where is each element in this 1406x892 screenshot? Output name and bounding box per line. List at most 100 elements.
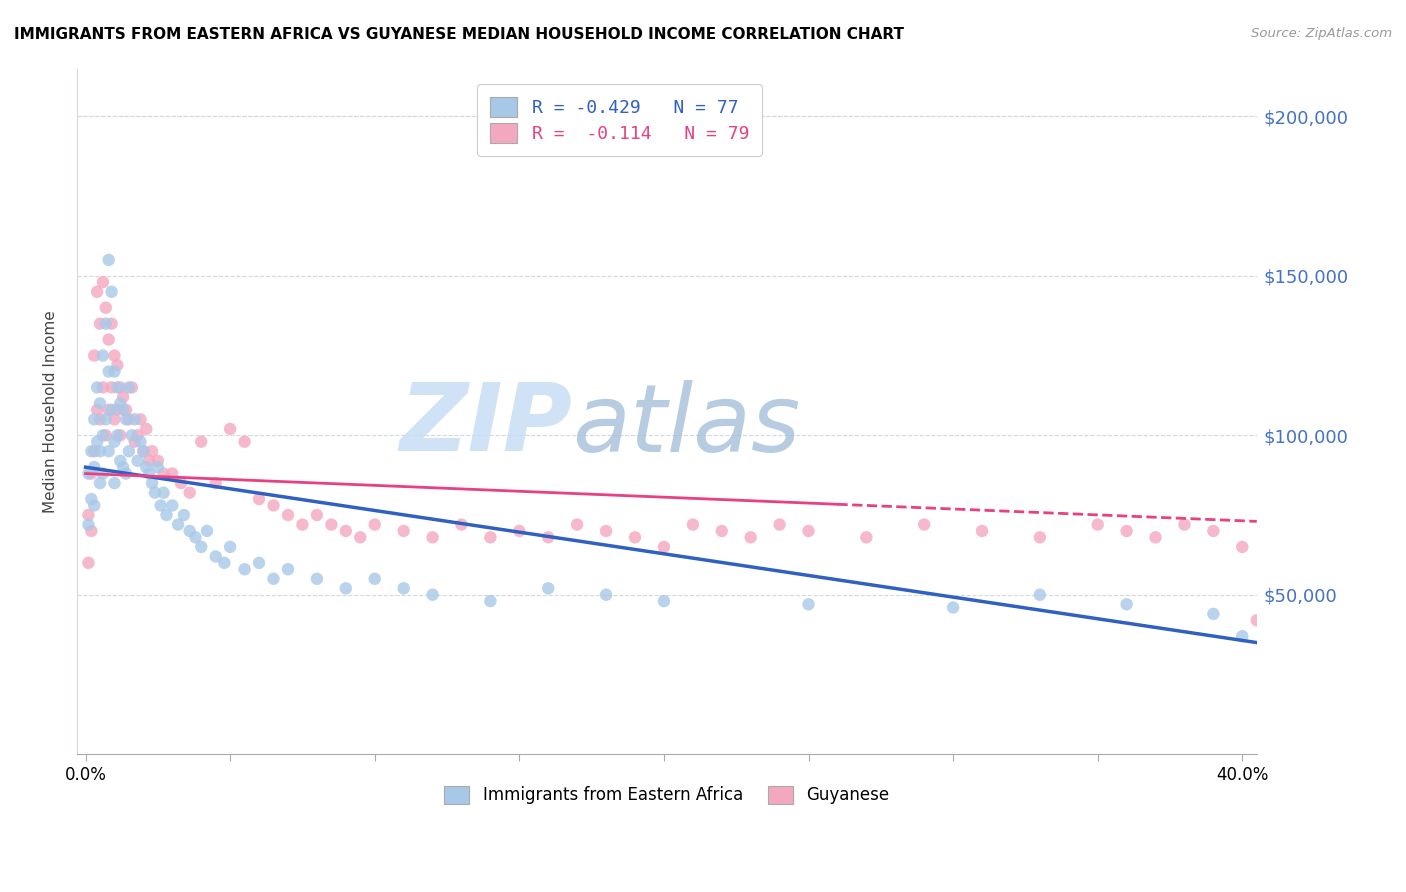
Point — [335, 524, 357, 538]
Point — [537, 582, 560, 596]
Point — [110, 428, 132, 442]
Point — [97, 402, 120, 417]
Point — [138, 467, 160, 481]
Point — [127, 454, 149, 468]
Y-axis label: Median Household Income: Median Household Income — [44, 310, 58, 513]
Point — [146, 454, 169, 468]
Point — [91, 428, 114, 442]
Point — [1202, 607, 1225, 621]
Point — [83, 460, 105, 475]
Legend: Immigrants from Eastern Africa, Guyanese: Immigrants from Eastern Africa, Guyanese — [434, 776, 900, 814]
Point — [118, 444, 141, 458]
Point — [77, 508, 100, 522]
Point — [127, 428, 149, 442]
Point — [149, 499, 172, 513]
Point — [141, 476, 163, 491]
Point — [479, 530, 502, 544]
Point — [86, 434, 108, 449]
Point — [233, 562, 256, 576]
Point — [349, 530, 371, 544]
Point — [247, 491, 270, 506]
Point — [103, 412, 125, 426]
Point — [135, 422, 157, 436]
Point — [179, 524, 201, 538]
Point — [100, 380, 122, 394]
Point — [97, 444, 120, 458]
Point — [392, 524, 415, 538]
Point — [105, 380, 128, 394]
Point — [214, 556, 236, 570]
Text: ZIP: ZIP — [399, 379, 572, 471]
Point — [167, 517, 190, 532]
Point — [219, 422, 242, 436]
Point — [141, 444, 163, 458]
Point — [91, 275, 114, 289]
Point — [537, 530, 560, 544]
Point — [100, 402, 122, 417]
Point — [121, 380, 143, 394]
Point — [450, 517, 472, 532]
Point — [89, 317, 111, 331]
Point — [105, 402, 128, 417]
Point — [80, 444, 103, 458]
Point — [740, 530, 762, 544]
Point — [112, 402, 135, 417]
Point — [1029, 588, 1052, 602]
Point — [508, 524, 530, 538]
Point — [162, 467, 184, 481]
Point — [89, 476, 111, 491]
Point — [94, 301, 117, 315]
Point — [1246, 613, 1268, 627]
Point — [595, 524, 617, 538]
Point — [91, 467, 114, 481]
Point — [970, 524, 993, 538]
Point — [132, 444, 155, 458]
Point — [146, 460, 169, 475]
Point — [89, 444, 111, 458]
Point — [105, 428, 128, 442]
Point — [83, 349, 105, 363]
Point — [364, 517, 387, 532]
Point — [710, 524, 733, 538]
Point — [277, 562, 299, 576]
Point — [94, 412, 117, 426]
Point — [89, 396, 111, 410]
Point — [86, 285, 108, 299]
Point — [1115, 524, 1137, 538]
Point — [129, 412, 152, 426]
Point — [115, 402, 138, 417]
Point — [479, 594, 502, 608]
Point — [184, 530, 207, 544]
Text: atlas: atlas — [572, 380, 800, 471]
Point — [105, 358, 128, 372]
Point — [204, 549, 226, 564]
Point — [1232, 629, 1254, 643]
Point — [912, 517, 935, 532]
Point — [118, 380, 141, 394]
Point — [1087, 517, 1109, 532]
Point — [124, 434, 146, 449]
Point — [100, 285, 122, 299]
Point — [233, 434, 256, 449]
Point — [392, 582, 415, 596]
Text: IMMIGRANTS FROM EASTERN AFRICA VS GUYANESE MEDIAN HOUSEHOLD INCOME CORRELATION C: IMMIGRANTS FROM EASTERN AFRICA VS GUYANE… — [14, 27, 904, 42]
Point — [110, 380, 132, 394]
Point — [103, 476, 125, 491]
Point — [115, 412, 138, 426]
Point — [1202, 524, 1225, 538]
Point — [1144, 530, 1167, 544]
Point — [335, 582, 357, 596]
Point — [94, 317, 117, 331]
Point — [91, 349, 114, 363]
Point — [83, 412, 105, 426]
Point — [155, 508, 177, 522]
Point — [80, 491, 103, 506]
Point — [110, 454, 132, 468]
Point — [83, 444, 105, 458]
Point — [1115, 597, 1137, 611]
Point — [855, 530, 877, 544]
Point — [112, 460, 135, 475]
Point — [100, 317, 122, 331]
Point — [190, 434, 212, 449]
Point — [364, 572, 387, 586]
